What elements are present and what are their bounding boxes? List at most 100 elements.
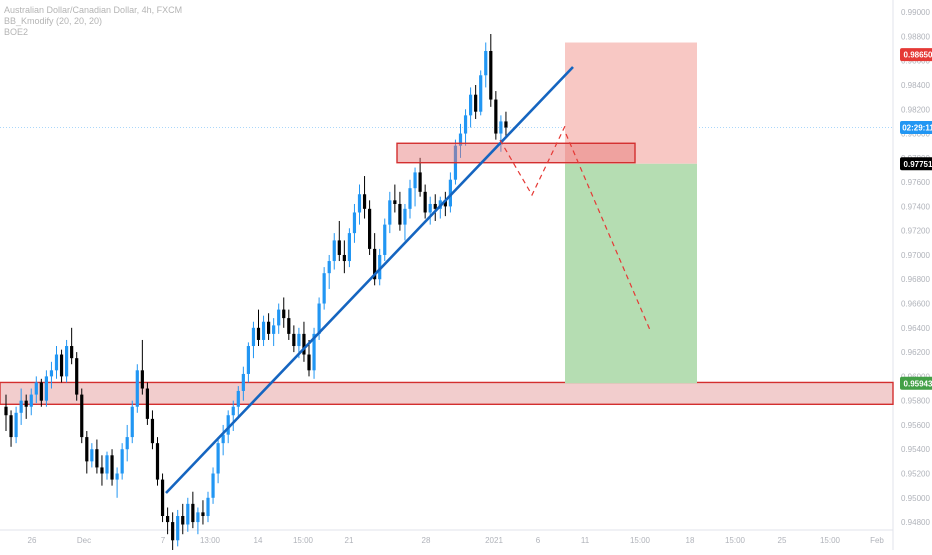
price-label-text: 02:29:11 <box>902 123 932 132</box>
candle-body <box>277 309 281 326</box>
candle-body <box>413 172 417 189</box>
candle-body <box>231 406 235 416</box>
axes-layer: 0.99000 0.98800 0.98600 0.98400 0.98200 0.980… <box>28 8 932 545</box>
candle-body <box>408 188 412 209</box>
ascending-trendline[interactable] <box>165 66 574 494</box>
candle-body <box>494 99 498 134</box>
candle-body <box>246 346 250 374</box>
candle-body <box>463 115 468 134</box>
candle-body <box>398 203 402 225</box>
candle-body <box>216 443 220 474</box>
price-tick-label: 0.98400 <box>901 81 930 90</box>
candle-body <box>211 473 215 498</box>
candle-body <box>418 172 422 192</box>
time-tick-label: 15:00 <box>630 536 651 545</box>
candle-body <box>368 208 372 249</box>
extra-legend-line: BOE2 <box>4 27 29 37</box>
candle-body <box>186 503 190 525</box>
candle-body <box>322 273 326 304</box>
candle-body <box>282 309 286 319</box>
take-profit-zone[interactable] <box>565 163 697 384</box>
price-tick-label: 0.94800 <box>901 518 930 527</box>
candle-body <box>160 479 165 517</box>
support-zone[interactable] <box>0 381 894 406</box>
candle-body <box>201 512 205 517</box>
grid-layer <box>0 0 894 550</box>
chart-legend: Australian Dollar/Canadian Dollar, 4h, F… <box>4 5 182 38</box>
candle-body <box>206 497 210 517</box>
candle-body <box>140 370 144 389</box>
price-tick-label: 0.97200 <box>901 227 930 236</box>
candle-body <box>347 233 351 262</box>
price-label-box <box>900 376 932 390</box>
time-tick-label: 15:00 <box>820 536 841 545</box>
candle-body <box>19 400 23 413</box>
candle-body <box>150 418 155 444</box>
candle-body <box>307 354 311 371</box>
resistance-box[interactable] <box>396 142 636 164</box>
time-tick-label: Dec <box>77 536 91 545</box>
time-tick-label: 6 <box>536 536 541 545</box>
zones-layer <box>0 42 894 406</box>
price-tick-label: 0.98200 <box>901 105 930 114</box>
candle-body <box>105 455 109 474</box>
candle-body <box>352 212 357 234</box>
time-tick-label: 15:00 <box>293 536 314 545</box>
candle-body <box>302 333 306 355</box>
candle-body <box>14 412 18 438</box>
candle-body <box>241 373 245 391</box>
candles-layer <box>4 33 508 555</box>
candle-body <box>474 94 478 112</box>
time-tick-label: 7 <box>161 536 166 545</box>
candle-body <box>267 321 271 334</box>
candle-body <box>272 325 276 334</box>
candle-body <box>130 406 134 438</box>
candle-body <box>236 390 240 407</box>
candle-body <box>110 455 114 480</box>
candle-body <box>458 133 463 146</box>
indicator-legend-line: BB_Kmodify (20, 20, 20) <box>4 16 103 26</box>
candle-body <box>85 437 89 462</box>
time-tick-label: 15:00 <box>725 536 746 545</box>
candle-body <box>49 370 54 377</box>
candle-body <box>373 248 377 280</box>
candle-body <box>357 194 362 213</box>
time-tick-label: 14 <box>254 536 263 545</box>
time-tick-label: 2021 <box>485 536 503 545</box>
candle-body <box>383 224 387 255</box>
candle-body <box>166 516 170 523</box>
candle-body <box>256 327 261 340</box>
candle-body <box>75 358 79 395</box>
candle-body <box>261 321 266 340</box>
price-tick-label: 0.95600 <box>901 421 930 430</box>
candle-body <box>226 415 230 435</box>
candle-body <box>120 449 124 474</box>
candle-body <box>362 194 367 209</box>
candle-body <box>251 327 256 347</box>
price-tick-label: 0.96400 <box>901 324 930 333</box>
candle-body <box>54 354 59 371</box>
time-tick-label: 18 <box>686 536 695 545</box>
drawings-layer[interactable] <box>165 66 651 494</box>
price-tick-label: 0.97400 <box>901 202 930 211</box>
candle-body <box>489 50 493 100</box>
candle-body <box>59 354 64 377</box>
price-label-text: 0.95943 <box>904 379 932 388</box>
candle-body <box>469 94 473 116</box>
candle-body <box>504 121 508 128</box>
candle-body <box>100 467 104 474</box>
candle-body <box>70 346 74 359</box>
candle-body <box>90 449 94 462</box>
candle-body <box>9 415 13 438</box>
candle-body <box>317 303 321 334</box>
candle-body <box>196 512 200 523</box>
projection-path-small[interactable] <box>499 123 567 197</box>
candle-body <box>327 261 331 274</box>
candle-body <box>24 400 28 407</box>
candle-body <box>44 376 48 401</box>
time-tick-label: 11 <box>581 536 590 545</box>
candle-body <box>403 208 407 225</box>
candle-body <box>479 75 483 112</box>
